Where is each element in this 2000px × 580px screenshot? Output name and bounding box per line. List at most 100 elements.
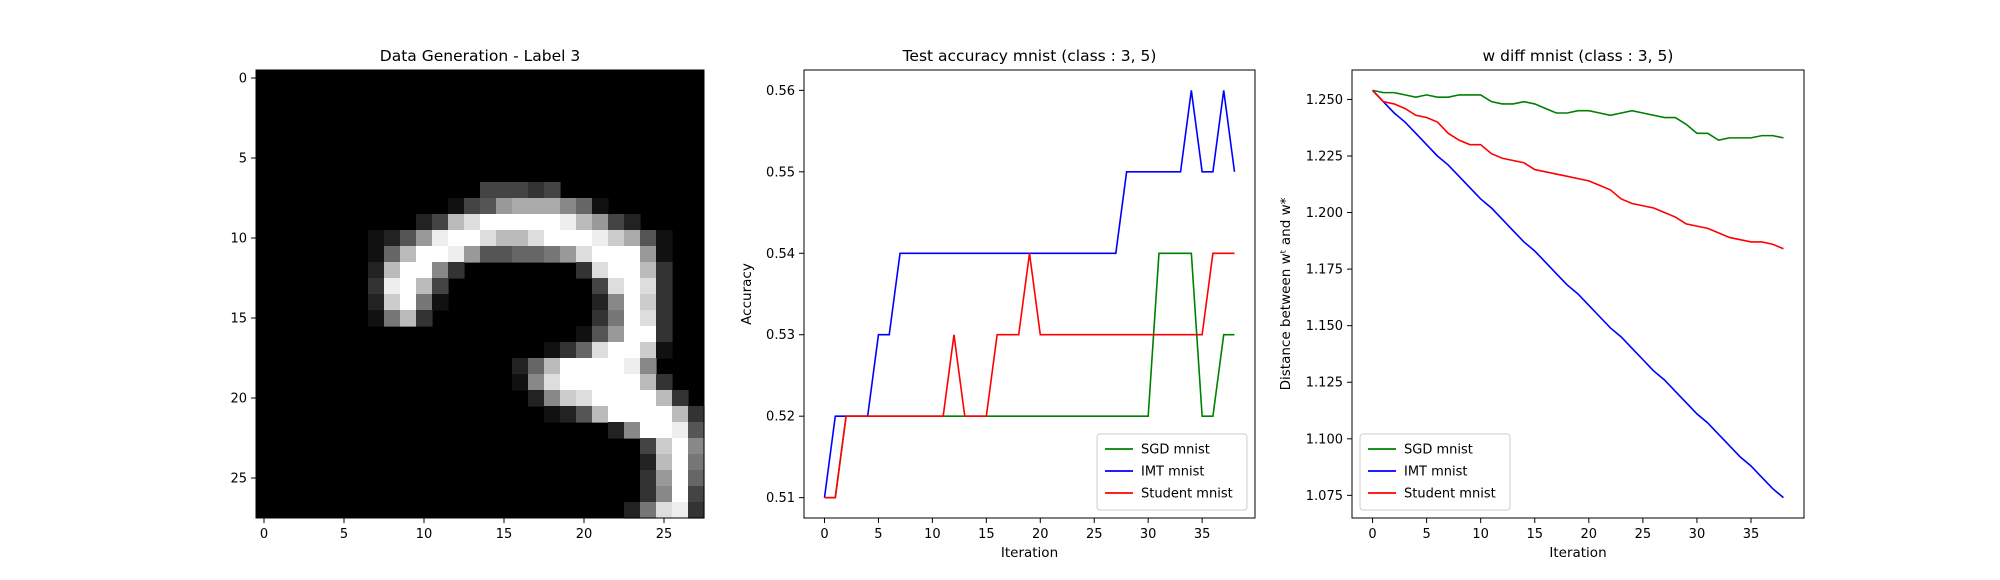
- heatmap-cell: [672, 502, 689, 519]
- legend-label: IMT mnist: [1404, 465, 1468, 480]
- heatmap-cell: [640, 262, 657, 279]
- legend-label: Student mnist: [1141, 487, 1233, 502]
- heatmap-cell: [416, 214, 433, 231]
- heatmap-cell: [480, 182, 497, 199]
- heatmap-cell: [416, 294, 433, 311]
- heatmap-cell: [576, 374, 593, 391]
- heatmap-cell: [464, 230, 481, 247]
- heatmap-cell: [560, 198, 577, 215]
- heatmap-cell: [432, 278, 449, 295]
- heatmap-cell: [576, 390, 593, 407]
- heatmap-cell: [400, 310, 417, 327]
- heatmap-cell: [608, 246, 625, 263]
- heatmap-cell: [592, 246, 609, 263]
- series-line-sgd-mnist: [1372, 89, 1784, 141]
- heatmap-cell: [528, 246, 545, 263]
- x-tick-label: 25: [1086, 527, 1103, 542]
- x-tick-label: 35: [1743, 527, 1760, 542]
- x-tick-label: 10: [924, 527, 941, 542]
- heatmap-cell: [368, 294, 385, 311]
- plot-frame: [1351, 69, 1805, 519]
- heatmap-cell: [656, 278, 673, 295]
- heatmap-cell: [640, 374, 657, 391]
- x-tick-label: 0: [1368, 527, 1376, 542]
- heatmap-cell: [608, 342, 625, 359]
- y-tick-label: 5: [239, 152, 247, 167]
- heatmap-cell: [448, 262, 465, 279]
- legend: SGD mnist IMT mnist Student mnist: [1359, 433, 1511, 511]
- x-tick-label: 35: [1194, 527, 1211, 542]
- heatmap-cell: [496, 182, 513, 199]
- heatmap-cell: [624, 214, 641, 231]
- heatmap-cell: [608, 358, 625, 375]
- heatmap-cell: [544, 182, 561, 199]
- heatmap-cell: [624, 230, 641, 247]
- heatmap-cell: [528, 358, 545, 375]
- y-tick-label: 1.175: [1306, 263, 1343, 278]
- y-axis-label: Distance between wᵗ and w*: [1278, 197, 1294, 390]
- y-tick-label: 1.200: [1306, 206, 1343, 221]
- heatmap-cell: [656, 326, 673, 343]
- heatmap-cell: [672, 486, 689, 503]
- y-tick-label: 1.125: [1306, 376, 1343, 391]
- legend-label: Student mnist: [1404, 487, 1496, 502]
- heatmap-cell: [480, 230, 497, 247]
- heatmap-cell: [560, 406, 577, 423]
- heatmap-cell: [608, 310, 625, 327]
- heatmap-cells: [368, 182, 705, 519]
- heatmap-cell: [640, 470, 657, 487]
- heatmap-cell: [544, 406, 561, 423]
- heatmap-cell: [640, 230, 657, 247]
- x-tick-label: 30: [1140, 527, 1157, 542]
- x-tick-label: 30: [1689, 527, 1706, 542]
- heatmap-cell: [448, 214, 465, 231]
- y-tick-label: 10: [230, 232, 247, 247]
- heatmap-cell: [624, 422, 641, 439]
- heatmap-cell: [544, 390, 561, 407]
- line-chart-panel-2: 0 5 10 15 20 25 30 35 1.075 1.100 1.125 1.150 1.175 1…: [1278, 47, 1805, 561]
- heatmap-cell: [416, 230, 433, 247]
- series-line-imt-mnist: [1371, 89, 1784, 499]
- heatmap-cell: [512, 246, 529, 263]
- heatmap-cell: [640, 422, 657, 439]
- legend-label: IMT mnist: [1141, 465, 1205, 480]
- heatmap-cell: [672, 406, 689, 423]
- heatmap-cell: [496, 214, 513, 231]
- heatmap-cell: [624, 294, 641, 311]
- heatmap-cell: [656, 406, 673, 423]
- heatmap-cell: [368, 310, 385, 327]
- heatmap-cell: [384, 294, 401, 311]
- chart-title: Data Generation - Label 3: [380, 47, 580, 65]
- heatmap-cell: [640, 438, 657, 455]
- heatmap-cell: [384, 310, 401, 327]
- heatmap-cell: [608, 422, 625, 439]
- heatmap-cell: [464, 214, 481, 231]
- heatmap-cell: [656, 262, 673, 279]
- heatmap-cell: [640, 486, 657, 503]
- heatmap-cell: [480, 214, 497, 231]
- heatmap-cell: [400, 278, 417, 295]
- heatmap-cell: [688, 502, 705, 519]
- heatmap-cell: [384, 246, 401, 263]
- heatmap-cell: [640, 502, 657, 519]
- heatmap-cell: [528, 390, 545, 407]
- heatmap-cell: [656, 246, 673, 263]
- heatmap-cell: [576, 198, 593, 215]
- heatmap-cell: [592, 406, 609, 423]
- heatmap-cell: [624, 342, 641, 359]
- heatmap-cell: [624, 262, 641, 279]
- y-tick-label: 1.150: [1306, 319, 1343, 334]
- heatmap-cell: [624, 406, 641, 423]
- heatmap-cell: [368, 278, 385, 295]
- heatmap-cell: [592, 198, 609, 215]
- x-tick-label: 25: [1635, 527, 1652, 542]
- heatmap-cell: [544, 342, 561, 359]
- heatmap-cell: [592, 310, 609, 327]
- heatmap-cell: [512, 198, 529, 215]
- heatmap-cell: [640, 246, 657, 263]
- heatmap-cell: [608, 214, 625, 231]
- heatmap-cell: [640, 406, 657, 423]
- heatmap-cell: [656, 502, 673, 519]
- heatmap-cell: [528, 230, 545, 247]
- heatmap-cell: [624, 278, 641, 295]
